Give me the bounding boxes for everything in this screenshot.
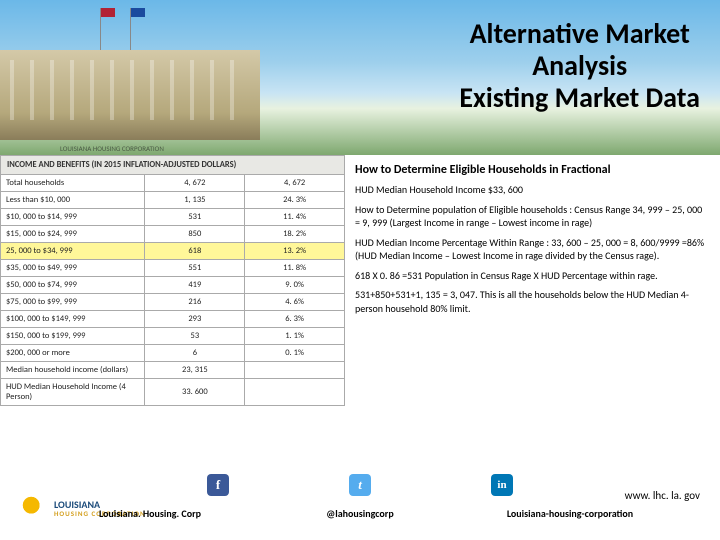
flags-graphic bbox=[90, 8, 170, 50]
row-value-1: 1, 135 bbox=[145, 192, 245, 209]
table-row: $35, 000 to $49, 99955111. 8% bbox=[1, 260, 345, 277]
row-value-2 bbox=[245, 362, 345, 379]
table-row: Total households4, 6724, 672 bbox=[1, 175, 345, 192]
row-value-2: 1. 1% bbox=[245, 328, 345, 345]
right-column: How to Determine Eligible Households in … bbox=[345, 155, 720, 406]
right-heading: How to Determine Eligible Households in … bbox=[355, 163, 706, 177]
table-caption: INCOME AND BENEFITS (IN 2015 INFLATION-A… bbox=[0, 155, 345, 174]
table-row: $100, 000 to $149, 9992936. 3% bbox=[1, 311, 345, 328]
row-value-1: 531 bbox=[145, 209, 245, 226]
row-label: Less than $10, 000 bbox=[1, 192, 145, 209]
title-line-1: Alternative Market bbox=[459, 18, 700, 50]
row-value-2: 13. 2% bbox=[245, 243, 345, 260]
row-value-2: 0. 1% bbox=[245, 345, 345, 362]
row-label: $200, 000 or more bbox=[1, 345, 145, 362]
twitter-label: @lahousingcorp bbox=[275, 507, 445, 520]
row-value-1: 850 bbox=[145, 226, 245, 243]
table-row: HUD Median Household Income (4 Person)33… bbox=[1, 379, 345, 406]
row-value-2 bbox=[245, 379, 345, 406]
row-value-2: 4. 6% bbox=[245, 294, 345, 311]
income-table: Total households4, 6724, 672Less than $1… bbox=[0, 174, 345, 406]
row-value-2: 11. 8% bbox=[245, 260, 345, 277]
row-value-2: 6. 3% bbox=[245, 311, 345, 328]
row-label: HUD Median Household Income (4 Person) bbox=[1, 379, 145, 406]
right-p5: 531+850+531+1, 135 = 3, 047. This is all… bbox=[355, 288, 706, 315]
right-p2: How to Determine population of Eligible … bbox=[355, 203, 706, 230]
left-column: INCOME AND BENEFITS (IN 2015 INFLATION-A… bbox=[0, 155, 345, 406]
table-row: Less than $10, 0001, 13524. 3% bbox=[1, 192, 345, 209]
row-value-2: 4, 672 bbox=[245, 175, 345, 192]
website-url: www. lhc. la. gov bbox=[625, 489, 700, 502]
hero-caption: LOUISIANA HOUSING CORPORATION bbox=[60, 144, 164, 153]
social-icons: f t in bbox=[0, 474, 720, 496]
table-row: 25, 000 to $34, 99961813. 2% bbox=[1, 243, 345, 260]
right-p3: HUD Median Income Percentage Within Rang… bbox=[355, 236, 706, 263]
twitter-icon[interactable]: t bbox=[349, 474, 371, 496]
row-value-1: 293 bbox=[145, 311, 245, 328]
row-label: $75, 000 to $99, 999 bbox=[1, 294, 145, 311]
table-row: $200, 000 or more60. 1% bbox=[1, 345, 345, 362]
row-value-1: 216 bbox=[145, 294, 245, 311]
row-value-1: 419 bbox=[145, 277, 245, 294]
facebook-icon[interactable]: f bbox=[207, 474, 229, 496]
row-value-1: 53 bbox=[145, 328, 245, 345]
title-line-2: Analysis bbox=[459, 50, 700, 82]
hero-banner: Alternative Market Analysis Existing Mar… bbox=[0, 0, 720, 155]
row-value-1: 23, 315 bbox=[145, 362, 245, 379]
row-value-1: 551 bbox=[145, 260, 245, 277]
row-label: $50, 000 to $74, 999 bbox=[1, 277, 145, 294]
social-labels: Louisiana. Housing. Corp @lahousingcorp … bbox=[0, 507, 720, 520]
row-value-2: 9. 0% bbox=[245, 277, 345, 294]
row-label: $10, 000 to $14, 999 bbox=[1, 209, 145, 226]
row-label: $15, 000 to $24, 999 bbox=[1, 226, 145, 243]
table-row: $15, 000 to $24, 99985018. 2% bbox=[1, 226, 345, 243]
page-title: Alternative Market Analysis Existing Mar… bbox=[459, 18, 700, 115]
row-label: Median household income (dollars) bbox=[1, 362, 145, 379]
right-p1: HUD Median Household Income $33, 600 bbox=[355, 183, 706, 197]
row-value-2: 11. 4% bbox=[245, 209, 345, 226]
row-value-1: 6 bbox=[145, 345, 245, 362]
row-value-2: 18. 2% bbox=[245, 226, 345, 243]
table-row: $10, 000 to $14, 99953111. 4% bbox=[1, 209, 345, 226]
content-area: INCOME AND BENEFITS (IN 2015 INFLATION-A… bbox=[0, 155, 720, 406]
linkedin-label: Louisiana-housing-corporation bbox=[485, 507, 655, 520]
table-row: Median household income (dollars)23, 315 bbox=[1, 362, 345, 379]
row-label: $100, 000 to $149, 999 bbox=[1, 311, 145, 328]
building-graphic bbox=[0, 50, 260, 140]
row-label: Total households bbox=[1, 175, 145, 192]
title-line-3: Existing Market Data bbox=[459, 82, 700, 114]
table-row: $75, 000 to $99, 9992164. 6% bbox=[1, 294, 345, 311]
linkedin-icon[interactable]: in bbox=[491, 474, 513, 496]
row-value-1: 618 bbox=[145, 243, 245, 260]
row-label: 25, 000 to $34, 999 bbox=[1, 243, 145, 260]
facebook-label: Louisiana. Housing. Corp bbox=[65, 507, 235, 520]
table-row: $50, 000 to $74, 9994199. 0% bbox=[1, 277, 345, 294]
row-value-1: 33. 600 bbox=[145, 379, 245, 406]
footer: LOUISIANA HOUSING CORPORATION f t in Lou… bbox=[0, 462, 720, 540]
right-p4: 618 X 0. 86 =531 Population in Census Ra… bbox=[355, 269, 706, 283]
row-label: $150, 000 to $199, 999 bbox=[1, 328, 145, 345]
row-value-1: 4, 672 bbox=[145, 175, 245, 192]
row-value-2: 24. 3% bbox=[245, 192, 345, 209]
table-row: $150, 000 to $199, 999531. 1% bbox=[1, 328, 345, 345]
row-label: $35, 000 to $49, 999 bbox=[1, 260, 145, 277]
